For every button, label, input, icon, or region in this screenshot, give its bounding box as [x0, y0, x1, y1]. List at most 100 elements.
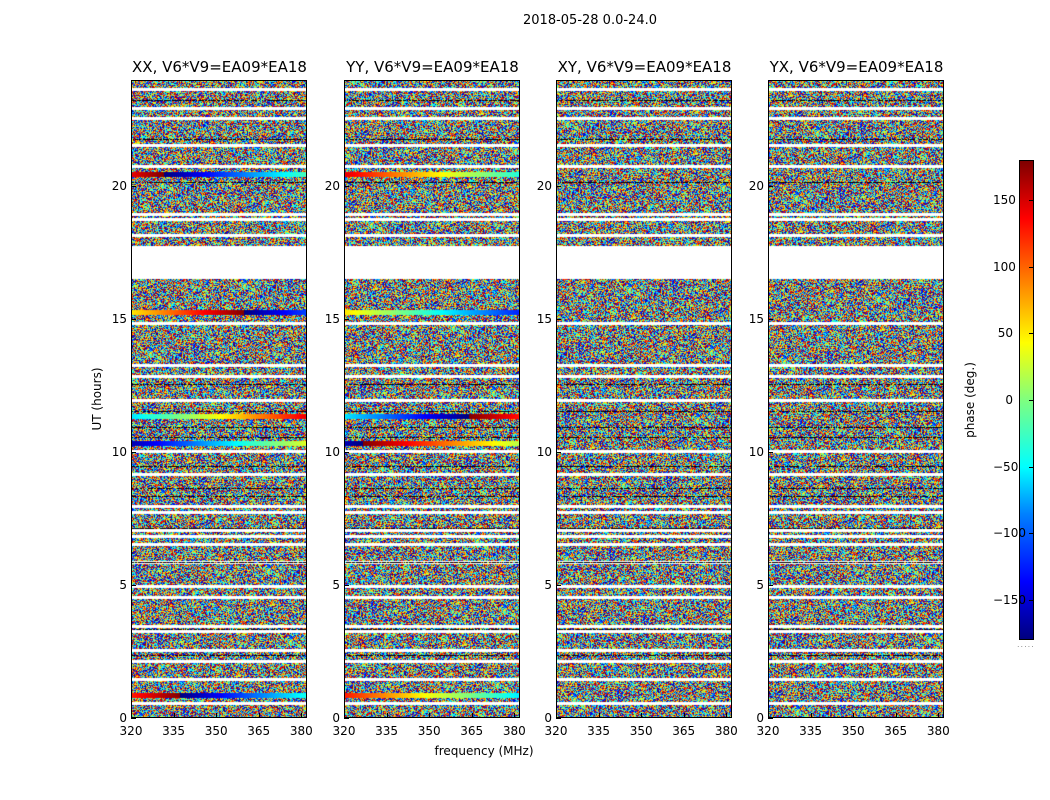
x-tick-mark — [216, 713, 218, 718]
colorbar-tick-label: 100 — [993, 259, 1016, 274]
x-axis-label: frequency (MHz) — [434, 744, 534, 758]
y-tick-label: 5 — [756, 578, 764, 593]
x-tick-mark — [344, 713, 345, 718]
y-tick-label: 20 — [536, 179, 552, 194]
x-tick-mark — [471, 713, 473, 718]
y-tick-mark — [768, 452, 773, 454]
heatmap-canvas-yy — [345, 81, 519, 717]
x-tick-mark — [895, 713, 897, 718]
y-tick-label: 5 — [332, 578, 340, 593]
y-tick-mark — [131, 319, 136, 321]
x-tick-label: 320 — [332, 724, 356, 738]
colorbar-label: phase (deg.) — [963, 362, 977, 438]
y-tick-mark — [344, 585, 349, 587]
x-tick-mark — [301, 713, 303, 718]
x-tick-mark — [768, 713, 769, 718]
y-tick-mark — [344, 319, 349, 321]
x-tick-mark — [514, 713, 516, 718]
heatmap-panel-xx — [131, 80, 307, 718]
y-tick-label: 0 — [544, 711, 552, 725]
colorbar-tick-label: −50 — [993, 459, 1019, 474]
y-tick-mark — [768, 319, 773, 321]
y-tick-label: 10 — [111, 445, 127, 460]
y-tick-mark — [131, 585, 136, 587]
heatmap-panel-yy — [344, 80, 520, 718]
colorbar-tick-label: 50 — [997, 326, 1013, 341]
y-tick-label: 15 — [536, 312, 552, 327]
figure-title: 2018-05-28 0.0-24.0 — [523, 13, 657, 28]
panel-title-yy: YY, V6*V9=EA09*EA18 — [346, 58, 519, 76]
colorbar-tick-mark — [1029, 533, 1034, 535]
panel-title-yx: YX, V6*V9=EA09*EA18 — [769, 58, 944, 76]
x-tick-label: 320 — [119, 724, 143, 738]
y-tick-mark — [556, 452, 561, 454]
colorbar-tick-label: 150 — [993, 193, 1016, 207]
y-tick-mark — [556, 718, 561, 719]
colorbar-tick-label: 0 — [1005, 393, 1013, 407]
x-tick-mark — [853, 713, 855, 718]
x-tick-mark — [258, 713, 260, 718]
x-tick-label: 380 — [926, 724, 950, 738]
y-tick-label: 10 — [324, 445, 340, 460]
x-tick-label: 365 — [672, 724, 696, 738]
y-tick-label: 15 — [748, 312, 764, 327]
y-tick-label: 5 — [544, 578, 552, 593]
y-tick-label: 15 — [324, 312, 340, 327]
colorbar-tick-mark — [1029, 200, 1034, 201]
y-tick-label: 0 — [756, 711, 764, 725]
y-tick-label: 20 — [111, 179, 127, 194]
y-tick-mark — [131, 718, 136, 719]
x-tick-label: 335 — [162, 724, 186, 738]
x-tick-label: 365 — [247, 724, 271, 738]
y-tick-mark — [344, 718, 349, 719]
x-tick-label: 380 — [289, 724, 313, 738]
x-tick-label: 380 — [714, 724, 738, 738]
heatmap-canvas-yx — [769, 81, 943, 717]
y-tick-label: 0 — [332, 711, 340, 725]
x-tick-mark — [683, 713, 685, 718]
x-tick-mark — [429, 713, 431, 718]
y-tick-mark — [131, 452, 136, 454]
x-tick-label: 350 — [629, 724, 653, 738]
x-tick-label: 350 — [417, 724, 441, 738]
y-axis-label: UT (hours) — [90, 367, 104, 431]
y-tick-mark — [556, 585, 561, 587]
heatmap-panel-yx — [768, 80, 944, 718]
x-tick-mark — [556, 713, 557, 718]
x-tick-label: 380 — [502, 724, 526, 738]
y-tick-mark — [344, 452, 349, 454]
x-tick-mark — [173, 713, 175, 718]
panel-title-xy: XY, V6*V9=EA09*EA18 — [557, 58, 732, 76]
y-tick-mark — [768, 585, 773, 587]
y-tick-mark — [768, 718, 773, 719]
y-tick-mark — [556, 186, 561, 188]
colorbar-tick-mark — [1029, 466, 1034, 468]
colorbar-tick-label: −100 — [993, 526, 1026, 541]
y-tick-label: 5 — [119, 578, 127, 593]
x-tick-mark — [386, 713, 388, 718]
y-tick-label: 15 — [111, 312, 127, 327]
x-tick-label: 350 — [204, 724, 228, 738]
y-tick-label: 0 — [119, 711, 127, 725]
colorbar-tick-mark — [1029, 333, 1034, 335]
y-tick-mark — [556, 319, 561, 321]
y-tick-label: 10 — [748, 445, 764, 460]
x-tick-label: 350 — [841, 724, 865, 738]
y-tick-mark — [344, 186, 349, 188]
x-tick-label: 335 — [375, 724, 399, 738]
x-tick-label: 365 — [460, 724, 484, 738]
colorbar-extension-marker: ..... — [1017, 640, 1035, 649]
x-tick-mark — [641, 713, 643, 718]
x-tick-mark — [810, 713, 812, 718]
heatmap-canvas-xy — [557, 81, 731, 717]
heatmap-canvas-xx — [132, 81, 306, 717]
panel-title-xx: XX, V6*V9=EA09*EA18 — [132, 58, 307, 76]
y-tick-label: 20 — [748, 179, 764, 194]
heatmap-panel-xy — [556, 80, 732, 718]
x-tick-label: 335 — [799, 724, 823, 738]
colorbar-tick-mark — [1029, 266, 1034, 268]
x-tick-mark — [938, 713, 940, 718]
y-tick-label: 10 — [536, 445, 552, 460]
x-tick-label: 320 — [544, 724, 568, 738]
y-tick-label: 20 — [324, 179, 340, 194]
